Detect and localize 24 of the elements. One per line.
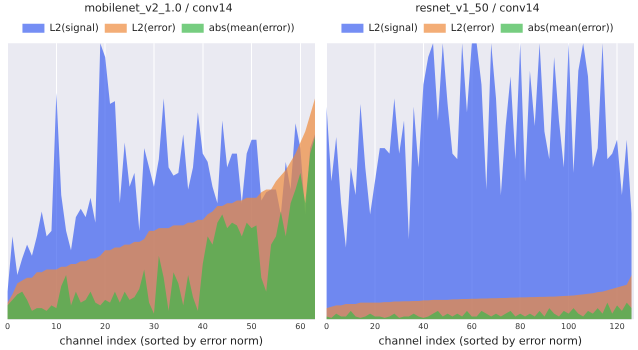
legend-label: L2(error) <box>132 22 176 34</box>
legend-label: L2(signal) <box>49 22 99 34</box>
x-tick-label: 20 <box>370 322 380 332</box>
x-tick-label: 100 <box>560 322 576 332</box>
x-tick-label: 30 <box>148 322 160 332</box>
x-axis-title: channel index (sorted by error norm) <box>378 334 582 348</box>
x-tick-label: 40 <box>418 322 428 332</box>
x-tick-label: 40 <box>198 322 208 332</box>
legend-label: L2(signal) <box>368 22 418 34</box>
chart-title: mobilenet_v2_1.0 / conv14 <box>84 1 233 14</box>
x-tick-label: 120 <box>609 322 625 332</box>
x-tick-label: 80 <box>515 322 526 332</box>
legend-label: L2(error) <box>450 22 495 34</box>
x-tick-label: 10 <box>51 322 62 332</box>
x-tick-label: 0 <box>5 322 10 332</box>
legend-label: abs(mean(error)) <box>528 22 614 34</box>
x-tick-label: 50 <box>246 322 257 332</box>
x-tick-label: 20 <box>100 322 110 332</box>
x-axis-title: channel index (sorted by error norm) <box>59 334 264 348</box>
x-tick-label: 60 <box>295 322 306 332</box>
chart-title: resnet_v1_50 / conv14 <box>415 1 540 14</box>
x-tick-label: 60 <box>466 322 477 332</box>
x-tick-label: 0 <box>324 322 330 332</box>
legend-label: abs(mean(error)) <box>208 22 295 34</box>
